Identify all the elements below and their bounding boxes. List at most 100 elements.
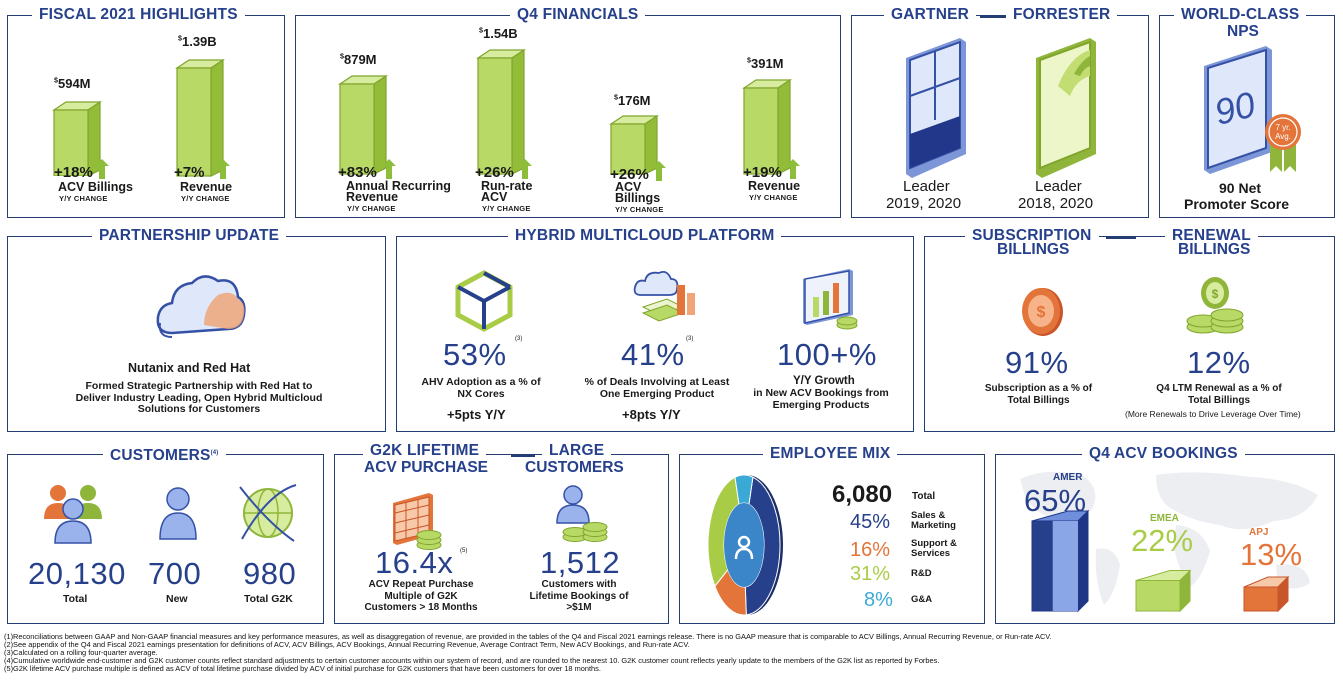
amer-pct: 65% <box>1024 483 1087 518</box>
sub-acv-billings: Y/Y CHANGE <box>59 194 108 203</box>
sub-run-rate: Y/Y CHANGE <box>482 204 531 213</box>
bar-acv-billings <box>52 100 102 176</box>
panel-title: PARTNERSHIP UPDATE <box>92 228 287 243</box>
customers-g2k-value: 980 <box>243 556 297 591</box>
bar-q4-revenue <box>742 78 792 175</box>
label-revenue: Revenue <box>180 180 233 194</box>
label-q4-revenue: Revenue <box>748 179 801 193</box>
change-run-rate-acv: +26% <box>475 164 514 181</box>
ahv-delta: +5pts Y/Y <box>447 407 506 422</box>
svg-text:$: $ <box>1212 287 1219 301</box>
deals-desc: % of Deals Involving at Least One Emergi… <box>584 376 730 400</box>
world-map-background <box>1020 471 1318 605</box>
renew-value: 12% <box>1187 345 1251 380</box>
growth-desc-head: Y/Y Growth <box>793 375 855 387</box>
change-arr: +83% <box>338 164 377 181</box>
employee-total-label: Total <box>912 491 936 502</box>
customers-g2k-label: Total G2K <box>244 593 293 605</box>
up-arrow-icon <box>786 159 800 179</box>
g2k-desc: ACV Repeat Purchase Multiple of G2K Cust… <box>364 579 478 613</box>
billings-panel: SUBSCRIPTION BILLINGS RENEWAL BILLINGS $… <box>924 228 1335 432</box>
bookings-bars <box>1031 509 1290 613</box>
panel-title: HYBRID MULTICLOUD PLATFORM <box>508 228 782 243</box>
footnote-3: (3)Calculated on a rolling four-quarter … <box>4 648 158 657</box>
svg-text:$: $ <box>1037 304 1046 321</box>
change-q4-acv-billings: +26% <box>610 166 649 183</box>
deals-value: 41% <box>621 337 685 372</box>
amer-label: AMER <box>1053 472 1083 483</box>
growth-chart-icon <box>803 269 858 330</box>
hybrid-panel: HYBRID MULTICLOUD PLATFORM 53% (3) AHV A… <box>396 228 914 432</box>
partner-heading: Nutanix and Red Hat <box>128 361 251 375</box>
ahv-value: 53% <box>443 337 507 372</box>
q4-financials-panel: Q4 FINANCIALS $879M +83% Annual Recurrin… <box>295 7 841 218</box>
amount-run-rate-acv: $1.54B <box>479 26 518 41</box>
amount-q4-revenue: $391M <box>747 56 784 71</box>
large-title-2: CUSTOMERS <box>525 459 624 476</box>
employee-panel: EMPLOYEE MIX 6,080 Total 45% Sales & Mark… <box>679 446 985 624</box>
panel-title: FISCAL 2021 HIGHLIGHTS <box>32 7 245 22</box>
apj-pct: 13% <box>1240 537 1303 572</box>
bar-q4-acv-billings <box>609 114 659 175</box>
nps-panel: WORLD-CLASS NPS 90 7 yr. Avg. 90 Net Pro… <box>1159 7 1335 218</box>
deals-delta: +8pts Y/Y <box>622 407 681 422</box>
customers-panel: CUSTOMERS(4) 20,130 Total 700 New 980 To… <box>7 446 324 624</box>
customers-total-label: Total <box>63 593 88 605</box>
globe-icon <box>239 484 297 542</box>
sub-q4-acv: Y/Y CHANGE <box>615 205 664 214</box>
cloud-icon <box>156 275 246 338</box>
up-arrow-icon <box>95 159 109 179</box>
amount-revenue: $1.39B <box>178 34 217 49</box>
amount-arr: $879M <box>340 52 377 67</box>
panel-title: EMPLOYEE MIX <box>763 446 898 461</box>
label-q4-acv-1: ACV <box>615 180 642 194</box>
label-acv-billings: ACV Billings <box>58 180 134 194</box>
nps-title-1: WORLD-CLASS <box>1174 7 1307 22</box>
forrester-years: 2018, 2020 <box>1018 195 1094 212</box>
g2k-large-panel: G2K LIFETIME ACV PURCHASE LARGE CUSTOMER… <box>334 443 669 624</box>
employee-total: 6,080 <box>832 481 893 508</box>
g2k-note: (5) <box>460 548 468 554</box>
g2k-value: 16.4x <box>375 545 454 580</box>
forrester-leader: Leader <box>1035 178 1082 195</box>
employee-pct: 45% <box>850 511 891 533</box>
change-revenue: +7% <box>174 164 205 181</box>
renewal-coins-icon: $ <box>1186 277 1244 334</box>
renew-title-2: BILLINGS <box>1178 241 1251 258</box>
bar-run-rate-acv <box>476 48 526 175</box>
up-arrow-icon <box>382 159 396 179</box>
subs-value: 91% <box>1005 345 1069 380</box>
renew-title-1: RENEWAL <box>1165 228 1258 243</box>
calendar-coins-icon <box>393 493 442 550</box>
employee-pct: 8% <box>864 589 893 611</box>
nps-label-2: Promoter Score <box>1184 196 1290 212</box>
amount-acv-billings: $594M <box>54 76 91 91</box>
customers-new-label: New <box>166 593 188 605</box>
forrester-title: FORRESTER <box>1006 7 1118 22</box>
footnote-2: (2)See appendix of the Q4 and Fiscal 202… <box>4 640 690 649</box>
employee-pct: 16% <box>850 539 891 561</box>
ahv-desc: AHV Adoption as a % of NX Cores <box>421 376 541 400</box>
emea-pct: 22% <box>1131 523 1194 558</box>
renew-note: (More Renewals to Drive Leverage Over Ti… <box>1125 409 1301 419</box>
up-arrow-icon <box>216 159 230 179</box>
up-arrow-icon <box>518 159 532 179</box>
fiscal-highlights-panel: FISCAL 2021 HIGHLIGHTS $594M +18% ACV Bi… <box>7 7 285 218</box>
footnote-1: (1)Reconciliations between GAAP and Non-… <box>4 632 1052 641</box>
employee-label: G&A <box>911 594 933 605</box>
bar-arr <box>338 74 388 175</box>
growth-desc: in New ACV Bookings from Emerging Produc… <box>753 387 889 411</box>
bar-revenue <box>175 58 225 177</box>
partnership-panel: PARTNERSHIP UPDATE Nutanix and Red Hat F… <box>7 228 386 432</box>
people-group-icon <box>44 485 102 544</box>
forrester-wave-icon <box>1036 38 1096 178</box>
change-acv-billings: +18% <box>54 164 93 181</box>
employee-label: R&D <box>911 568 932 579</box>
customers-total-value: 20,130 <box>28 556 126 591</box>
sub-revenue: Y/Y CHANGE <box>181 194 230 203</box>
gartner-leader: Leader <box>903 178 950 195</box>
employee-label: Support & Services <box>911 538 957 559</box>
deals-note: (3) <box>686 336 694 342</box>
employee-label: Sales & Marketing <box>911 510 956 531</box>
label-q4-acv-2: Billings <box>615 191 661 205</box>
